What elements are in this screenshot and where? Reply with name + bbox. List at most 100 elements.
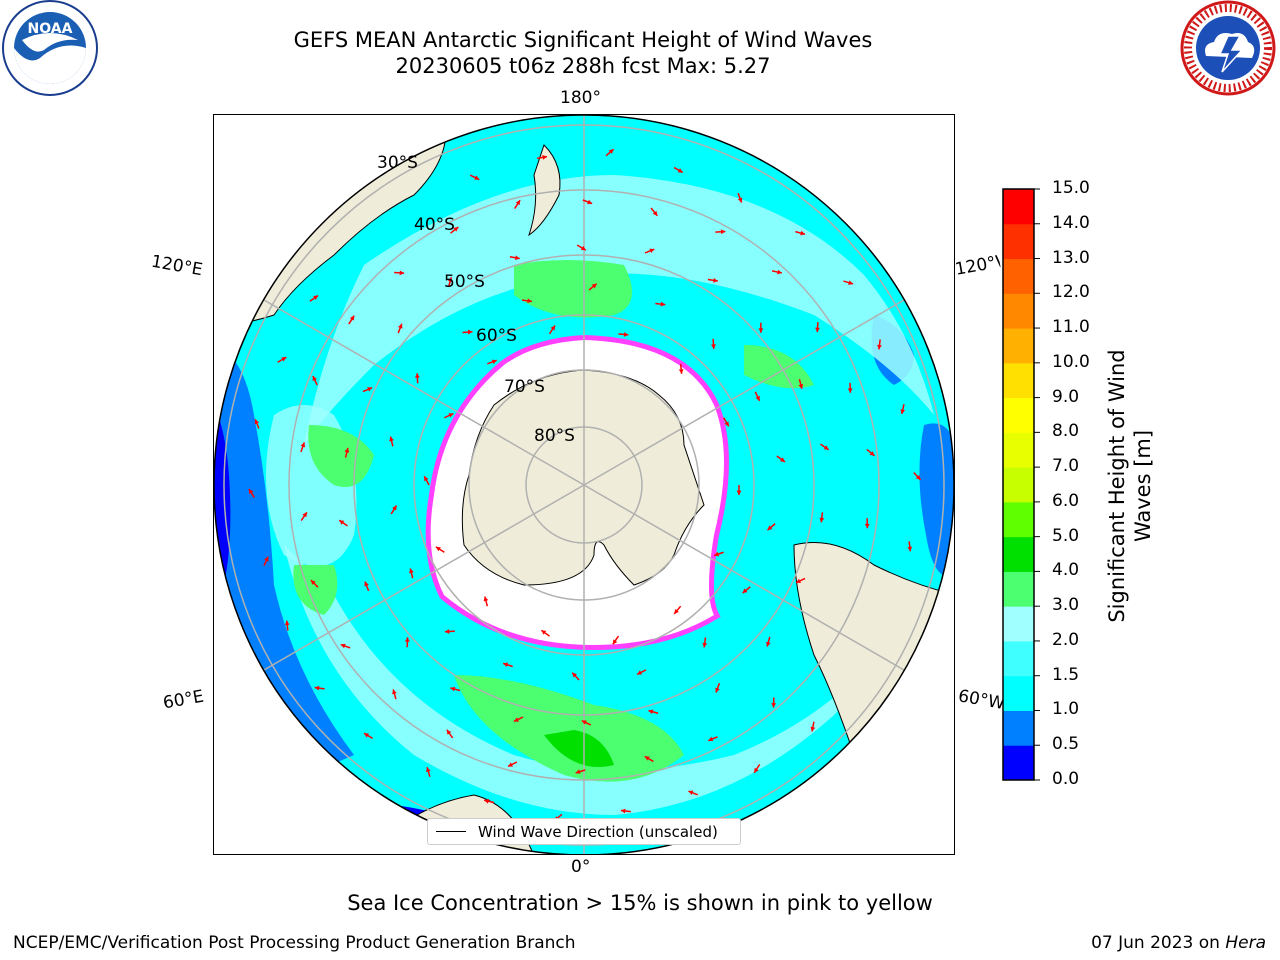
wave-arrow-head xyxy=(864,523,870,529)
wave-arrow-head xyxy=(652,210,658,216)
wave-arrow-head xyxy=(281,357,287,362)
wave-arrow-head xyxy=(758,328,764,333)
wave-arrow-head xyxy=(720,229,726,235)
lat-label-50s: 50°S xyxy=(444,272,485,292)
wave-arrow-head xyxy=(392,505,397,511)
wave-arrow-head xyxy=(580,245,586,251)
wave-arrow-head xyxy=(264,556,269,562)
wave-arrow-head xyxy=(484,798,490,804)
wave-arrow-head xyxy=(688,790,694,795)
wave-arrow-head xyxy=(823,445,829,450)
wave-arrow-head xyxy=(310,580,316,585)
colorbar-segment xyxy=(1003,293,1034,329)
wave-arrow-head xyxy=(637,670,643,675)
wave-arrow-head xyxy=(711,344,716,349)
wave-arrow-head xyxy=(399,270,405,276)
wave-arrow-head xyxy=(800,230,806,236)
wave-arrow-head xyxy=(798,383,804,389)
wave-arrow-head xyxy=(678,369,684,374)
wave-arrow-head xyxy=(503,662,509,668)
colorbar-tick-label: 12.0 xyxy=(1052,282,1090,303)
lon-label-120w: 120°W xyxy=(953,252,1002,280)
wave-arrow-head xyxy=(900,409,906,415)
colorbar-segment xyxy=(1003,258,1034,294)
colorbar-tick-label: 7.0 xyxy=(1052,456,1080,477)
wave-arrow-head xyxy=(674,608,679,614)
nws-logo xyxy=(1180,0,1276,96)
legend-line-swatch xyxy=(436,831,466,832)
wave-arrow-head xyxy=(340,643,346,649)
colorbar-segment xyxy=(1003,501,1034,538)
wave-arrow-head xyxy=(810,726,816,732)
lon-label-0: 0° xyxy=(571,857,591,877)
lat-label-30s: 30°S xyxy=(377,153,418,173)
colorbar-tick-label: 13.0 xyxy=(1052,247,1090,268)
wave-arrow-head xyxy=(314,685,320,691)
band-3-4m-northeast xyxy=(744,345,814,389)
wave-arrow-head xyxy=(708,736,714,742)
colorbar xyxy=(1002,188,1040,781)
sea-ice-footnote: Sea Ice Concentration > 15% is shown in … xyxy=(347,891,933,915)
noaa-logo-text: NOAA xyxy=(28,21,73,37)
wave-arrow-head xyxy=(550,325,555,331)
noaa-logo: NOAA xyxy=(2,0,98,96)
wave-arrow-head xyxy=(312,375,317,381)
wave-arrow-head xyxy=(587,199,593,205)
wave-arrow-head xyxy=(767,525,773,531)
wave-arrow-head xyxy=(448,413,454,418)
wave-arrow-head xyxy=(755,395,760,401)
wave-arrow-head xyxy=(677,168,683,173)
colorbar-segment xyxy=(1003,362,1034,399)
wave-arrow-head xyxy=(907,546,913,552)
colorbar-tick-label: 5.0 xyxy=(1052,525,1080,546)
colorbar-tick-label: 14.0 xyxy=(1052,212,1090,233)
wave-arrow-head xyxy=(815,327,820,333)
lat-label-40s: 40°S xyxy=(414,215,455,235)
wave-arrow-head xyxy=(648,709,654,715)
wave-arrow-head xyxy=(364,733,370,738)
wave-arrow-head xyxy=(398,323,403,329)
wave-arrow-head xyxy=(414,373,420,378)
legend-label: Wind Wave Direction (unscaled) xyxy=(478,822,718,841)
lon-label-120e: 120°E xyxy=(149,251,205,281)
band-4-5m-south xyxy=(544,730,614,767)
colorbar-segment xyxy=(1003,432,1034,468)
wave-direction-arrows xyxy=(248,148,922,822)
wave-arrow-head xyxy=(300,442,306,448)
wave-arrow-head xyxy=(491,359,497,365)
wave-arrow-head xyxy=(435,546,441,552)
wave-arrow-head xyxy=(339,520,345,525)
wave-arrow-head xyxy=(447,277,453,283)
wave-arrow-head xyxy=(248,488,254,494)
wave-arrow-head xyxy=(450,686,456,692)
wave-height-map: 30°S 40°S 50°S 60°S 70°S 80°S xyxy=(213,114,955,855)
wave-arrow-head xyxy=(467,329,473,335)
lon-label-60e: 60°E xyxy=(161,686,206,714)
colorbar-tick-label: 0.0 xyxy=(1052,769,1080,789)
credit-date: 07 Jun 2023 on Hera xyxy=(1091,933,1266,953)
wave-arrow-head xyxy=(877,344,882,350)
band-2-3m-south xyxy=(284,545,894,815)
wave-arrow-head xyxy=(444,629,450,634)
wave-arrow-head xyxy=(344,447,350,453)
lon-label-180: 180° xyxy=(560,88,601,108)
wave-arrow-head xyxy=(302,512,307,518)
credit-date-text: 07 Jun 2023 on xyxy=(1091,933,1220,953)
low-wave-region-east-2 xyxy=(919,423,954,577)
colorbar-segment xyxy=(1003,745,1034,781)
colorbar-tick-label: 3.0 xyxy=(1052,595,1080,616)
wave-arrow-head xyxy=(766,641,771,647)
lat-label-60s: 60°S xyxy=(476,326,517,346)
wave-arrow-head xyxy=(649,248,655,254)
wave-arrow-head xyxy=(714,551,720,557)
wave-arrow-head xyxy=(404,637,410,642)
new-zealand-landmass xyxy=(528,144,561,237)
lat-label-80s: 80°S xyxy=(534,426,575,446)
wave-arrow-head xyxy=(541,630,547,635)
wave-arrow-head xyxy=(612,639,618,645)
colorbar-tick-label: 1.5 xyxy=(1052,664,1080,685)
wave-arrow-head xyxy=(527,298,532,304)
wave-arrow-head xyxy=(623,332,629,337)
wave-arrow-head xyxy=(392,689,397,695)
wave-arrow-head xyxy=(713,277,718,283)
